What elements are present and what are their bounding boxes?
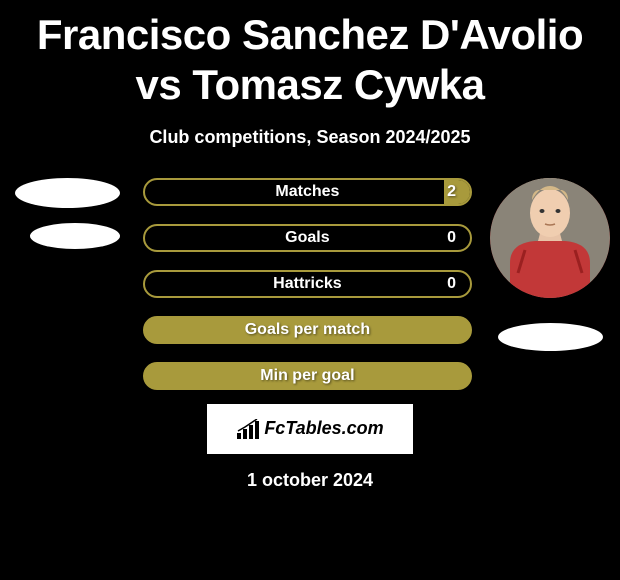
player-right-avatar-svg — [490, 178, 610, 298]
player-left-shadow — [30, 223, 120, 249]
player-right-shadow — [498, 323, 603, 351]
stat-value: 0 — [447, 229, 456, 247]
comparison-container: Matches 2 Goals 0 Hattricks 0 Goals per … — [0, 178, 620, 390]
stats-bars: Matches 2 Goals 0 Hattricks 0 Goals per … — [143, 178, 472, 390]
logo-box: FcTables.com — [207, 404, 413, 454]
stat-bar-matches: Matches 2 — [143, 178, 472, 206]
date: 1 october 2024 — [0, 470, 620, 491]
stat-label: Min per goal — [260, 367, 354, 385]
subtitle: Club competitions, Season 2024/2025 — [0, 127, 620, 148]
player-right-avatar — [490, 178, 610, 298]
player-right-avatar-col — [490, 178, 610, 298]
stat-value: 2 — [447, 183, 456, 201]
stat-label: Hattricks — [273, 275, 341, 293]
stat-label: Goals per match — [245, 321, 370, 339]
chart-icon — [236, 419, 260, 439]
stat-value: 0 — [447, 275, 456, 293]
logo-text: FcTables.com — [264, 418, 383, 439]
stat-bar-goals-per-match: Goals per match — [143, 316, 472, 344]
player-left-avatar — [15, 178, 120, 208]
player-left-avatar-col — [10, 178, 125, 208]
stat-bar-hattricks: Hattricks 0 — [143, 270, 472, 298]
stat-bar-goals: Goals 0 — [143, 224, 472, 252]
stat-label: Goals — [285, 229, 329, 247]
stat-label: Matches — [275, 183, 339, 201]
stat-bar-min-per-goal: Min per goal — [143, 362, 472, 390]
page-title: Francisco Sanchez D'Avolio vs Tomasz Cyw… — [0, 0, 620, 111]
